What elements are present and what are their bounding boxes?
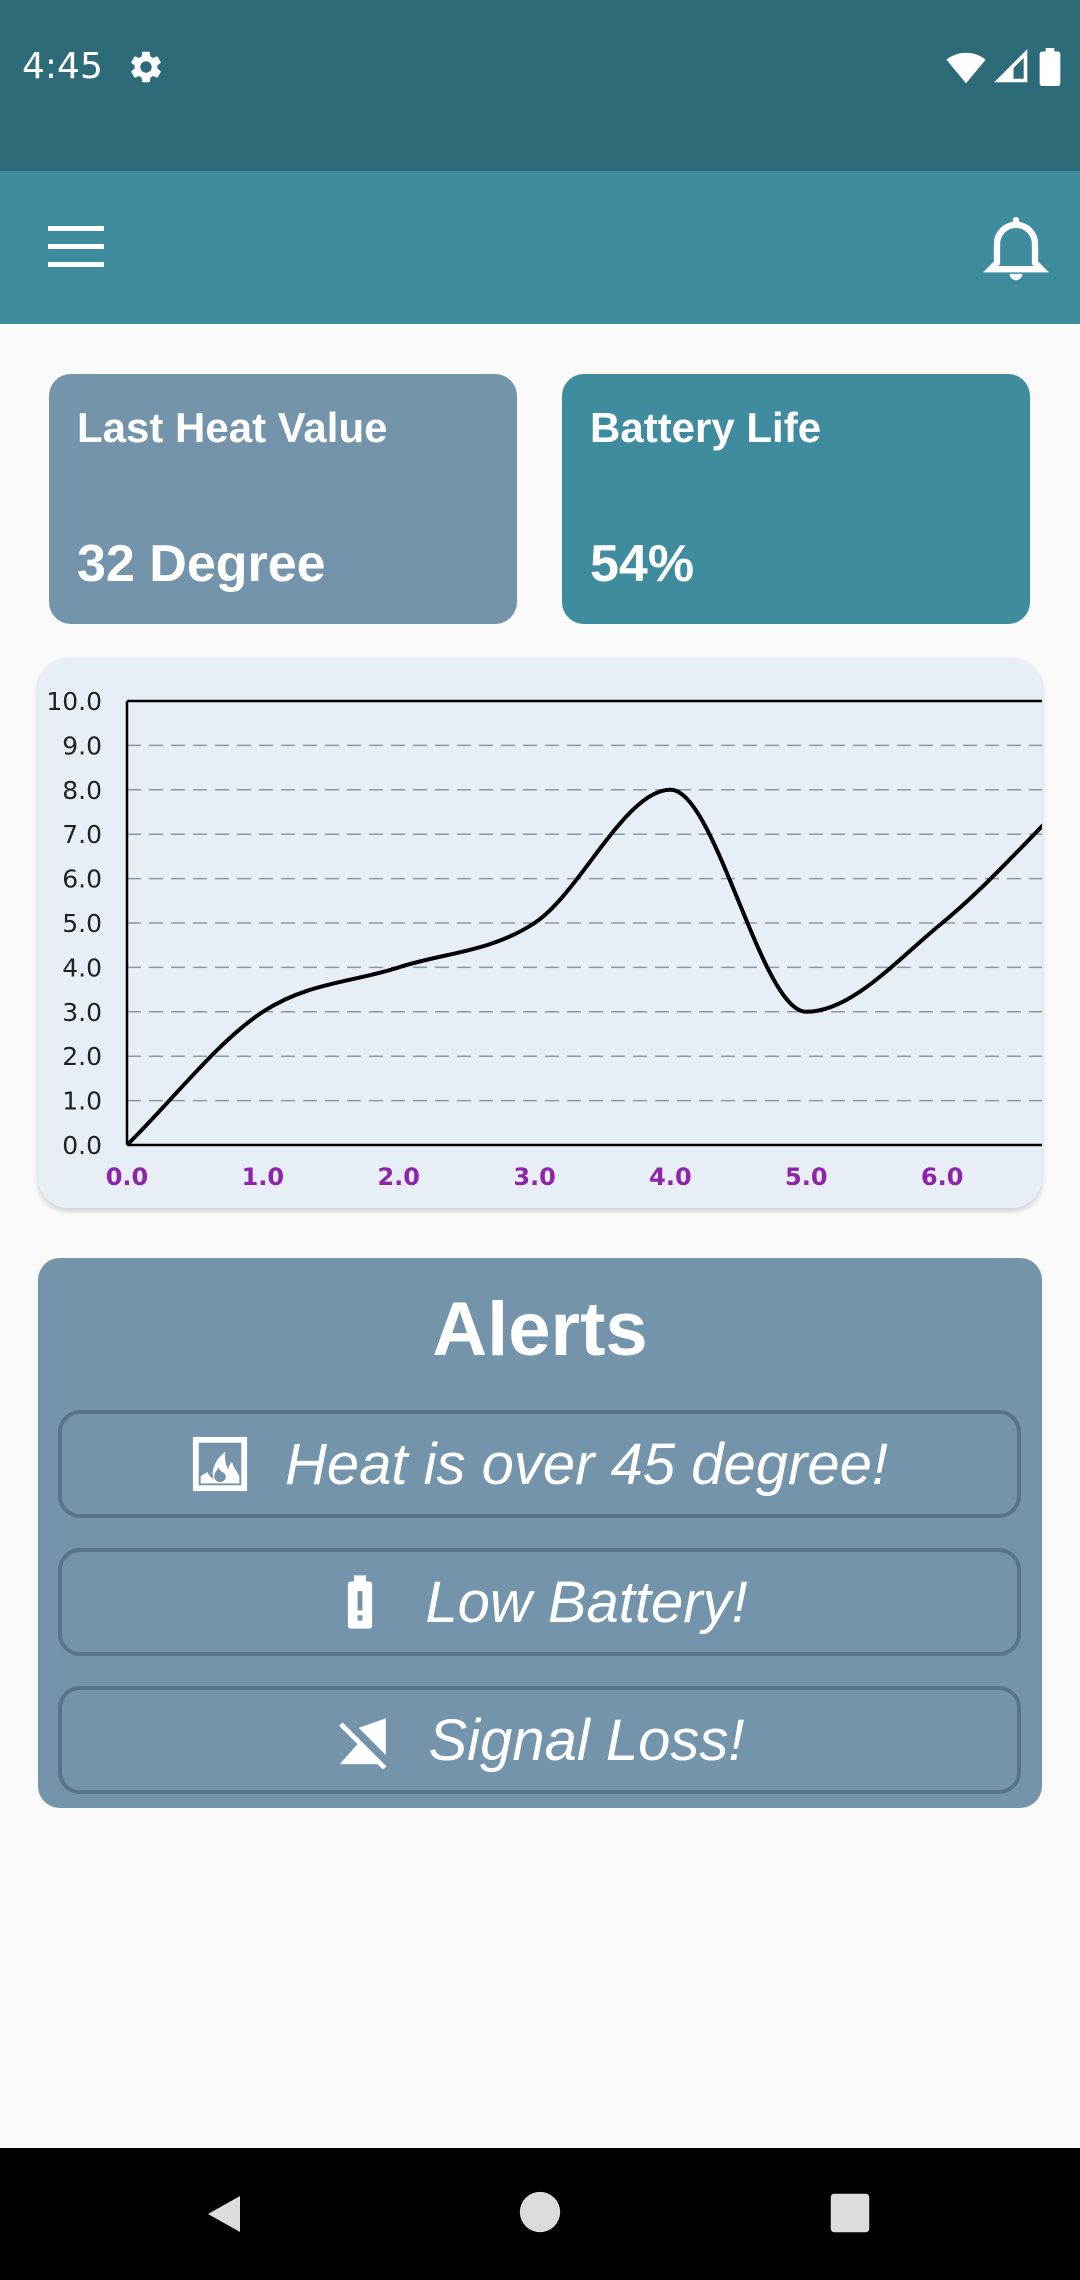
heat-chart: 0.0 1.0 2.0 3.0 4.0 5.0 6.0 7.0 8.0 9.0 10.0 0.0 1.0… [38, 658, 1042, 1208]
x-tick-label: 0.0 [106, 1163, 149, 1191]
battery-life-value: 54% [590, 535, 695, 593]
y-tick-label: 3.0 [62, 998, 102, 1027]
fire-icon [192, 1436, 248, 1492]
last-heat-value-label: Last Heat Value [77, 404, 388, 451]
x-tick-label: 2.0 [377, 1163, 420, 1191]
y-tick-label: 1.0 [62, 1087, 102, 1116]
y-tick-label: 7.0 [62, 820, 102, 849]
status-icons [946, 48, 1062, 86]
y-tick-label: 8.0 [62, 776, 102, 805]
navigation-bar [0, 2148, 1080, 2280]
signal-off-icon [338, 1718, 386, 1769]
heat-alert-label: Heat is over 45 degree! [285, 1431, 888, 1497]
back-icon[interactable] [200, 2190, 248, 2238]
signal-loss-alert-label: Signal Loss! [428, 1707, 745, 1773]
recents-icon[interactable] [829, 2192, 871, 2234]
battery-life-label: Battery Life [590, 404, 822, 451]
y-tick-label: 9.0 [62, 731, 102, 760]
menu-icon[interactable] [36, 215, 116, 279]
alerts-panel: Alerts Heat is over 45 degree! Low Batte… [38, 1258, 1042, 1808]
low-battery-alert-label: Low Battery! [425, 1569, 748, 1635]
x-tick-label: 4.0 [649, 1163, 692, 1191]
app-bar [0, 171, 1080, 324]
last-heat-value: 32 Degree [77, 535, 326, 593]
settings-gear-icon [131, 51, 161, 83]
battery-life-card: Battery Life 54% [562, 374, 1030, 624]
y-tick-label: 4.0 [62, 953, 102, 982]
x-tick-label: 5.0 [785, 1163, 828, 1191]
signal-loss-alert-button[interactable]: Signal Loss! [58, 1686, 1021, 1794]
status-time: 4:45 [22, 46, 103, 87]
home-icon[interactable] [518, 2190, 562, 2234]
y-tick-label: 2.0 [62, 1042, 102, 1071]
alerts-title: Alerts [432, 1287, 648, 1372]
battery-alert-icon [348, 1575, 373, 1629]
last-heat-value-card: Last Heat Value 32 Degree [49, 374, 517, 624]
x-tick-label: 1.0 [242, 1163, 285, 1191]
chart-svg: 0.0 1.0 2.0 3.0 4.0 5.0 6.0 7.0 8.0 9.0 10.0 0.0 1.0… [46, 687, 1042, 1191]
notifications-bell-icon[interactable] [978, 209, 1054, 285]
wifi-icon [946, 52, 986, 84]
cellular-signal-icon [994, 49, 1028, 83]
low-battery-alert-button[interactable]: Low Battery! [58, 1548, 1021, 1656]
y-tick-label: 10.0 [46, 687, 102, 716]
series-line [125, 787, 1042, 1147]
heat-alert-button[interactable]: Heat is over 45 degree! [58, 1410, 1021, 1518]
x-tick-label: 3.0 [513, 1163, 556, 1191]
y-tick-label: 5.0 [62, 909, 102, 938]
y-tick-label: 6.0 [62, 865, 102, 894]
status-bar: 4:45 [0, 0, 1080, 171]
battery-icon [1039, 48, 1061, 86]
x-tick-label: 6.0 [921, 1163, 964, 1191]
y-tick-label: 0.0 [62, 1131, 102, 1160]
